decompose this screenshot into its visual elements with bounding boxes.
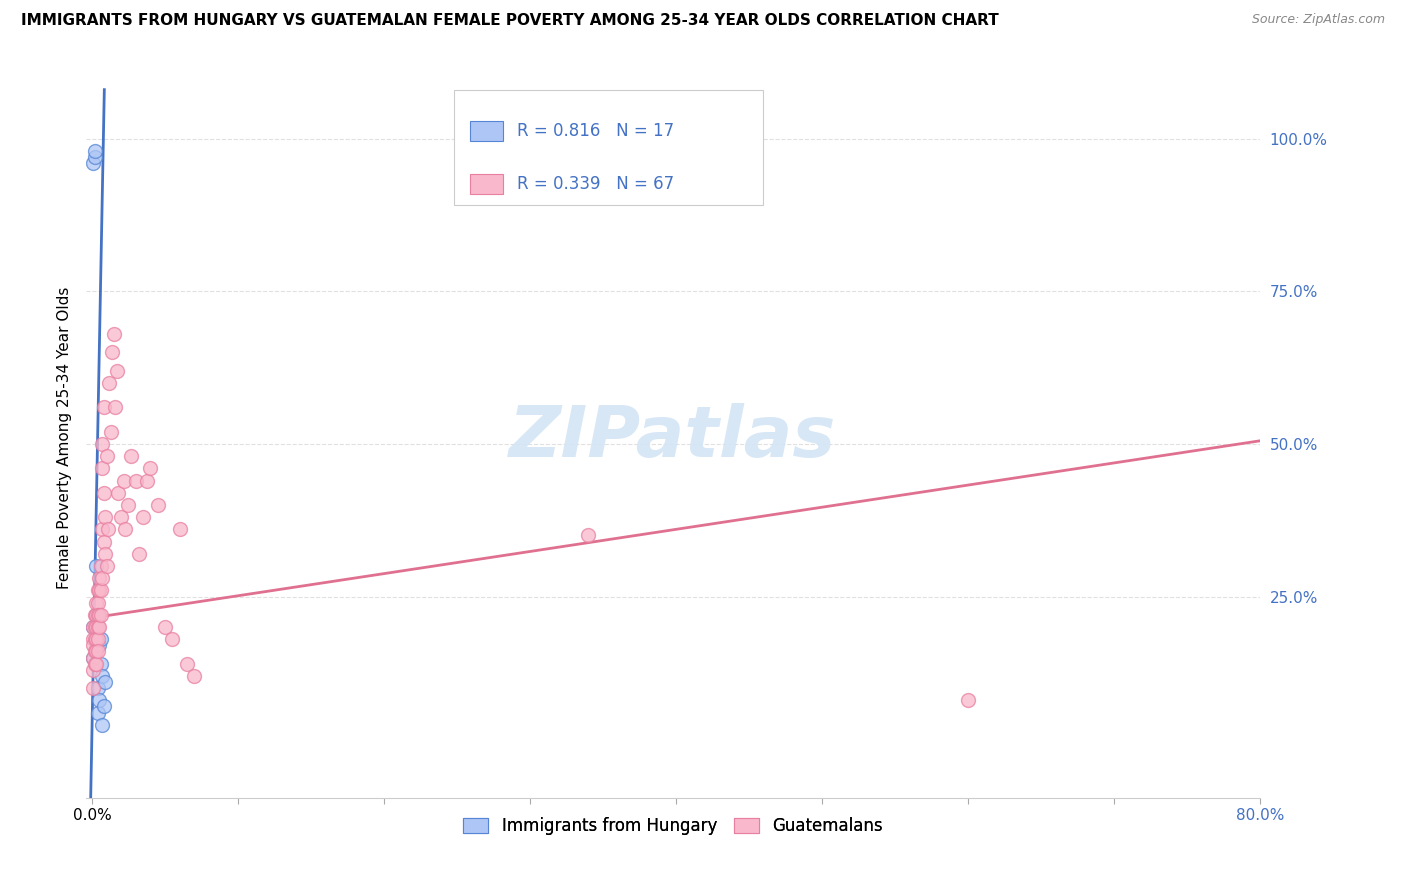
Point	[84, 607, 107, 622]
Point	[84, 559, 107, 574]
Point	[83, 632, 105, 647]
FancyBboxPatch shape	[454, 90, 763, 205]
Point	[82, 639, 104, 653]
Point	[93, 485, 115, 500]
Point	[91, 437, 114, 451]
Point	[83, 620, 105, 634]
Point	[87, 681, 110, 695]
Point	[83, 657, 105, 671]
Point	[82, 620, 104, 634]
Point	[93, 534, 115, 549]
Point	[82, 650, 104, 665]
Point	[132, 510, 155, 524]
Point	[89, 583, 111, 598]
Point	[89, 571, 111, 585]
Point	[90, 559, 112, 574]
Point	[101, 345, 124, 359]
Point	[84, 620, 107, 634]
Point	[103, 326, 125, 341]
Point	[91, 461, 114, 475]
Point	[96, 559, 118, 574]
Point	[91, 571, 114, 585]
Point	[120, 449, 142, 463]
Point	[93, 401, 115, 415]
Point	[94, 675, 117, 690]
Point	[91, 522, 114, 536]
Point	[84, 657, 107, 671]
Point	[91, 718, 114, 732]
Bar	[470, 174, 503, 194]
Point	[83, 150, 105, 164]
Point	[90, 607, 112, 622]
Point	[128, 547, 150, 561]
Point	[87, 596, 110, 610]
Point	[82, 681, 104, 695]
Point	[87, 607, 110, 622]
Point	[153, 620, 176, 634]
Text: R = 0.339   N = 67: R = 0.339 N = 67	[517, 175, 673, 193]
Point	[82, 650, 104, 665]
Point	[90, 657, 112, 671]
Point	[84, 607, 107, 622]
Bar	[470, 120, 503, 141]
Point	[82, 663, 104, 677]
Point	[107, 485, 129, 500]
Point	[105, 363, 128, 377]
Point	[90, 632, 112, 647]
Point	[87, 620, 110, 634]
Point	[91, 669, 114, 683]
Point	[114, 522, 136, 536]
Point	[94, 547, 117, 561]
Point	[97, 522, 120, 536]
Point	[96, 449, 118, 463]
Point	[183, 669, 205, 683]
Point	[160, 632, 183, 647]
Point	[83, 144, 105, 158]
Text: ZIPatlas: ZIPatlas	[509, 403, 837, 472]
Point	[89, 607, 111, 622]
Point	[110, 510, 132, 524]
Text: IMMIGRANTS FROM HUNGARY VS GUATEMALAN FEMALE POVERTY AMONG 25-34 YEAR OLDS CORRE: IMMIGRANTS FROM HUNGARY VS GUATEMALAN FE…	[21, 13, 998, 29]
Point	[89, 639, 111, 653]
Point	[87, 644, 110, 658]
Point	[87, 632, 110, 647]
Point	[87, 706, 110, 720]
Point	[84, 632, 107, 647]
Point	[89, 693, 111, 707]
Point	[956, 693, 979, 707]
Point	[146, 498, 169, 512]
Point	[82, 620, 104, 634]
Point	[89, 620, 111, 634]
Legend: Immigrants from Hungary, Guatemalans: Immigrants from Hungary, Guatemalans	[456, 809, 891, 844]
Point	[83, 644, 105, 658]
Point	[100, 425, 122, 439]
Point	[136, 474, 159, 488]
Point	[125, 474, 148, 488]
Point	[104, 401, 127, 415]
Point	[112, 474, 135, 488]
Point	[169, 522, 191, 536]
Point	[94, 510, 117, 524]
Point	[84, 596, 107, 610]
Point	[87, 583, 110, 598]
Point	[139, 461, 162, 475]
Y-axis label: Female Poverty Among 25-34 Year Olds: Female Poverty Among 25-34 Year Olds	[58, 286, 72, 589]
Text: Source: ZipAtlas.com: Source: ZipAtlas.com	[1251, 13, 1385, 27]
Point	[98, 376, 121, 390]
Point	[176, 657, 198, 671]
Point	[82, 632, 104, 647]
Point	[90, 583, 112, 598]
Point	[93, 699, 115, 714]
Point	[83, 607, 105, 622]
Point	[576, 528, 599, 542]
Point	[82, 156, 104, 170]
Point	[84, 644, 107, 658]
Point	[117, 498, 139, 512]
Text: R = 0.816   N = 17: R = 0.816 N = 17	[517, 122, 673, 140]
